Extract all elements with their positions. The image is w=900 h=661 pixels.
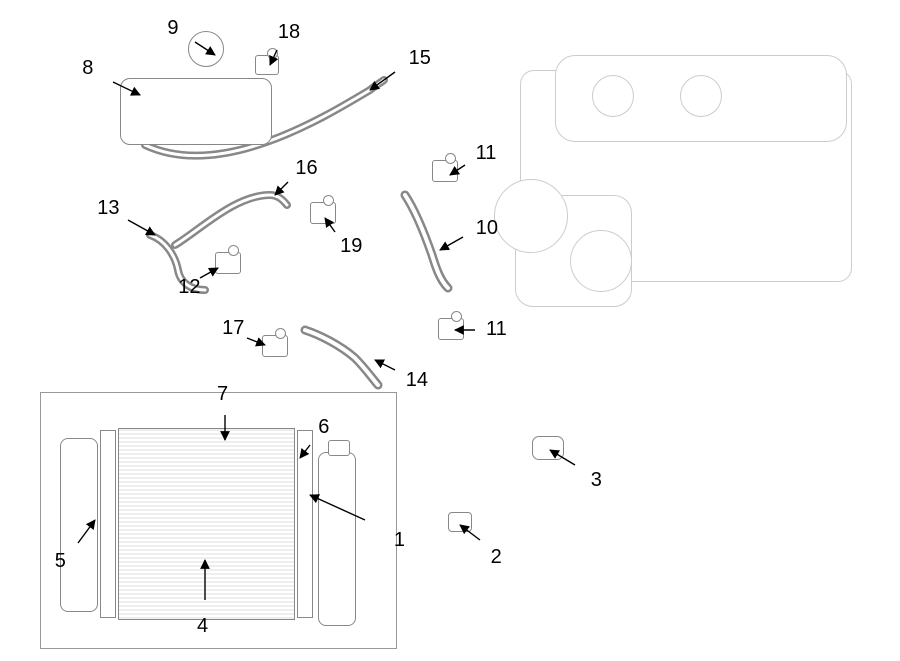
callout-arrow-3: [550, 450, 575, 465]
diagram-stage: { "diagram": { "type": "exploded-parts-d…: [0, 0, 900, 661]
callout-arrow-11: [450, 165, 465, 175]
callout-arrow-6: [300, 445, 310, 458]
callout-arrow-19: [325, 218, 335, 232]
callout-label-2: 2: [491, 546, 502, 569]
callout-label-8: 8: [82, 57, 93, 80]
callout-label-14: 14: [406, 369, 428, 392]
callout-label-15: 15: [409, 47, 431, 70]
callout-arrow-9: [195, 42, 215, 55]
callout-label-10: 10: [476, 217, 498, 240]
callout-label-18: 18: [278, 21, 300, 44]
callout-label-4: 4: [197, 615, 208, 638]
callout-arrow-17: [247, 338, 265, 345]
callout-label-11: 11: [486, 318, 507, 341]
callout-label-17: 17: [222, 317, 244, 340]
callout-arrow-14: [375, 360, 395, 370]
callout-label-7: 7: [217, 383, 228, 406]
callout-label-6: 6: [318, 416, 329, 439]
callout-label-19: 19: [340, 235, 362, 258]
callout-label-9: 9: [167, 17, 178, 40]
callout-label-3: 3: [591, 469, 602, 492]
callout-label-16: 16: [295, 157, 317, 180]
callout-arrow-16: [275, 182, 288, 195]
callout-arrow-15: [370, 72, 395, 90]
callout-arrow-10: [440, 237, 463, 250]
callout-arrow-layer: [0, 0, 900, 661]
callout-arrow-5: [78, 520, 95, 543]
callout-arrow-12: [200, 268, 218, 278]
callout-label-11: 11: [476, 142, 497, 165]
callout-label-1: 1: [394, 529, 405, 552]
callout-arrow-2: [460, 525, 480, 540]
callout-label-5: 5: [55, 550, 66, 573]
callout-arrow-13: [128, 220, 155, 235]
callout-arrow-1: [310, 495, 365, 520]
callout-arrow-18: [270, 50, 277, 65]
callout-label-12: 12: [178, 276, 200, 299]
callout-arrow-8: [113, 82, 140, 95]
callout-label-13: 13: [97, 197, 119, 220]
